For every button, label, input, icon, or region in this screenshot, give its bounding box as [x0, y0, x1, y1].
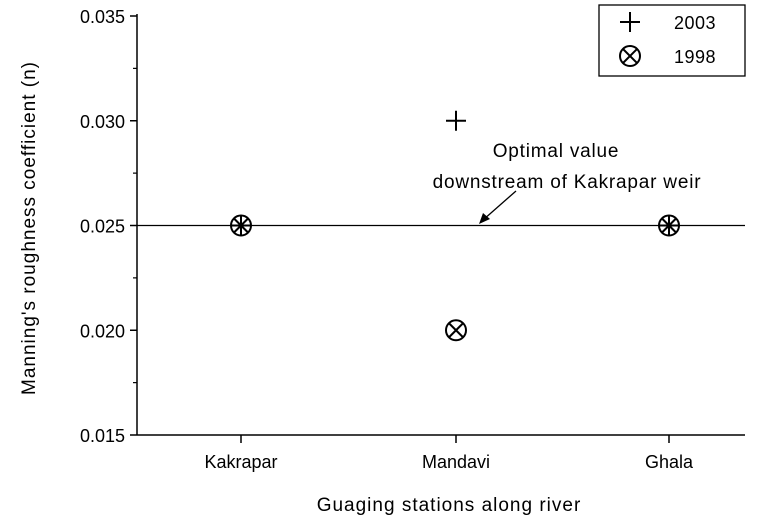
marker-x-b	[622, 48, 638, 64]
annotation-arrow-head	[479, 213, 490, 224]
legend-box	[598, 4, 746, 77]
marker-x-b	[661, 217, 677, 234]
legend-marker-circle-x	[619, 45, 641, 67]
data-point-1998-ghala	[658, 214, 680, 237]
marker-x-b	[448, 322, 464, 338]
y-tick-label: 0.025	[80, 217, 125, 237]
legend: 2003 1998	[598, 4, 746, 77]
y-tick-label: 0.020	[80, 321, 125, 341]
annotation-arrow-line	[482, 190, 517, 221]
marker-circle	[658, 214, 680, 237]
marker-circle	[230, 214, 252, 237]
y-tick-label: 0.035	[80, 7, 125, 27]
annotation-line-2: downstream of Kakrapar weir	[433, 172, 702, 193]
x-tick-label: Mandavi	[422, 452, 490, 472]
marker-circle	[445, 319, 467, 342]
x-tick-label: Kakrapar	[204, 452, 277, 472]
x-axis-title: Guaging stations along river	[317, 495, 582, 516]
data-point-1998-kakrapar	[230, 214, 252, 237]
legend-marker-plus	[620, 12, 640, 32]
y-tick-label: 0.030	[80, 112, 125, 132]
y-axis-title: Manning's roughness coefficient (n)	[19, 61, 40, 395]
plot-area: 0.015 0.020 0.025 0.030 0.035 Kakrapar Mandavi…	[80, 7, 745, 472]
annotation-line-1: Optimal value	[493, 141, 620, 162]
data-point-2003-mandavi	[446, 110, 466, 131]
data-point-1998-mandavi	[445, 319, 467, 342]
x-tick-label: Ghala	[645, 452, 694, 472]
y-tick-label: 0.015	[80, 426, 125, 446]
legend-label-2003: 2003	[674, 13, 716, 33]
legend-label-1998: 1998	[674, 47, 716, 67]
marker-x-b	[233, 217, 249, 234]
marker-circle	[619, 45, 641, 67]
